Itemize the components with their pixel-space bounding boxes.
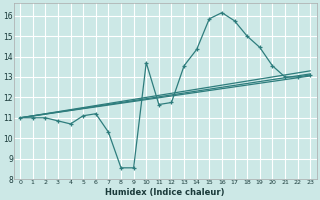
X-axis label: Humidex (Indice chaleur): Humidex (Indice chaleur) <box>105 188 225 197</box>
